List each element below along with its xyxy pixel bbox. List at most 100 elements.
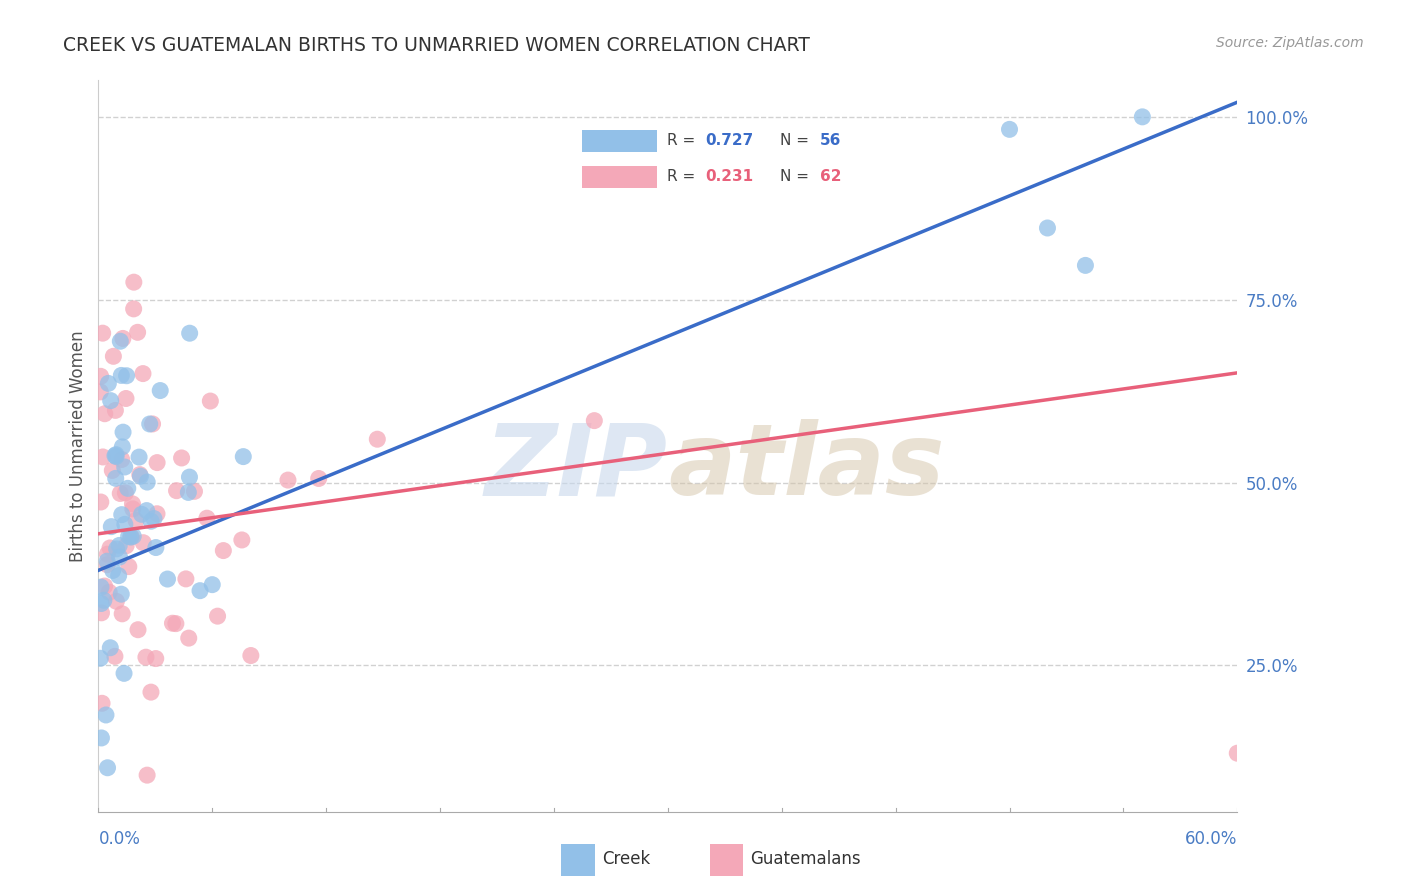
Point	[120, 530, 142, 544]
Point	[111, 607, 134, 621]
Point	[195, 511, 218, 525]
Point	[179, 326, 201, 341]
Point	[166, 483, 188, 498]
Text: Source: ZipAtlas.com: Source: ZipAtlas.com	[1216, 36, 1364, 50]
Text: Guatemalans: Guatemalans	[751, 849, 860, 868]
Point	[117, 529, 139, 543]
Point	[89, 651, 111, 665]
Point	[232, 450, 254, 464]
Point	[1074, 259, 1097, 273]
Point	[117, 481, 139, 495]
Point	[115, 392, 138, 406]
Point	[277, 473, 299, 487]
Point	[1226, 746, 1249, 760]
Point	[112, 666, 135, 681]
Point	[132, 535, 155, 549]
Point	[143, 511, 166, 525]
Point	[141, 417, 163, 431]
Point	[122, 529, 145, 543]
Point	[96, 554, 118, 568]
Point	[111, 452, 134, 467]
Point	[114, 517, 136, 532]
Point	[90, 580, 112, 594]
Point	[139, 685, 162, 699]
Point	[98, 640, 121, 655]
Point	[207, 609, 229, 624]
Point	[1036, 221, 1059, 235]
Point	[188, 583, 211, 598]
Point	[138, 417, 160, 431]
Point	[91, 450, 114, 464]
Point	[149, 384, 172, 398]
Point	[94, 708, 117, 723]
Point	[145, 541, 167, 555]
Point	[90, 606, 112, 620]
Point	[96, 761, 118, 775]
Point	[98, 541, 121, 555]
Point	[110, 368, 132, 383]
Point	[122, 275, 145, 289]
Point	[165, 616, 187, 631]
Point	[146, 507, 169, 521]
Point	[122, 301, 145, 316]
Point	[103, 349, 125, 363]
Point	[93, 407, 115, 421]
Point	[110, 486, 132, 500]
Point	[114, 486, 136, 500]
Point	[105, 450, 128, 464]
Point	[366, 432, 388, 446]
Point	[98, 585, 121, 599]
Point	[128, 450, 150, 464]
Text: ZIP: ZIP	[485, 419, 668, 516]
Bar	[561, 844, 595, 876]
Point	[91, 696, 114, 710]
Point	[239, 648, 262, 663]
Point	[110, 587, 132, 601]
Point	[101, 463, 124, 477]
Point	[156, 572, 179, 586]
Point	[136, 475, 159, 489]
Point	[105, 541, 128, 556]
Point	[111, 508, 134, 522]
Point	[231, 533, 253, 547]
Point	[104, 449, 127, 463]
Point	[104, 471, 127, 485]
Point	[107, 568, 129, 582]
Bar	[710, 844, 744, 876]
Point	[135, 650, 157, 665]
Point	[129, 469, 152, 483]
Point	[105, 594, 128, 608]
Text: Creek: Creek	[602, 849, 650, 868]
Point	[183, 484, 205, 499]
Point	[110, 334, 132, 349]
Point	[108, 538, 131, 552]
Point	[125, 513, 148, 527]
Point	[96, 558, 118, 572]
Point	[132, 367, 155, 381]
Point	[135, 503, 157, 517]
Point	[201, 577, 224, 591]
Point	[89, 384, 111, 399]
Point	[145, 651, 167, 665]
Point	[111, 331, 134, 345]
Point	[128, 467, 150, 482]
Point	[115, 368, 138, 383]
Point	[90, 597, 112, 611]
Point	[108, 550, 131, 565]
Point	[93, 579, 115, 593]
Point	[93, 593, 115, 607]
Point	[308, 471, 330, 485]
Point	[998, 122, 1021, 136]
Point	[1132, 110, 1154, 124]
Point	[100, 519, 122, 533]
Point	[127, 326, 149, 340]
Point	[212, 543, 235, 558]
Point	[97, 376, 120, 391]
Point	[583, 414, 606, 428]
Point	[177, 631, 200, 645]
Point	[101, 564, 124, 578]
Point	[177, 485, 200, 500]
Point	[104, 649, 127, 664]
Point	[120, 530, 142, 544]
Y-axis label: Births to Unmarried Women: Births to Unmarried Women	[69, 330, 87, 562]
